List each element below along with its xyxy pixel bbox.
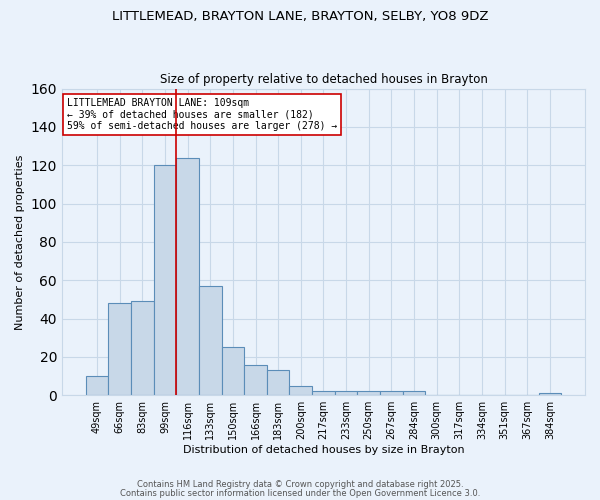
Text: Contains public sector information licensed under the Open Government Licence 3.: Contains public sector information licen… — [120, 488, 480, 498]
Bar — [358, 392, 380, 395]
Bar — [244, 364, 267, 395]
Text: Contains HM Land Registry data © Crown copyright and database right 2025.: Contains HM Land Registry data © Crown c… — [137, 480, 463, 489]
Bar — [380, 392, 403, 395]
Title: Size of property relative to detached houses in Brayton: Size of property relative to detached ho… — [160, 73, 487, 86]
Bar — [539, 394, 561, 395]
Bar — [176, 158, 199, 395]
Bar — [335, 392, 358, 395]
Bar — [289, 386, 312, 395]
Bar — [403, 392, 425, 395]
Bar — [86, 376, 109, 395]
Bar — [312, 392, 335, 395]
X-axis label: Distribution of detached houses by size in Brayton: Distribution of detached houses by size … — [182, 445, 464, 455]
Bar — [154, 165, 176, 395]
Y-axis label: Number of detached properties: Number of detached properties — [15, 154, 25, 330]
Bar — [131, 302, 154, 395]
Bar — [267, 370, 289, 395]
Bar — [199, 286, 221, 395]
Text: LITTLEMEAD, BRAYTON LANE, BRAYTON, SELBY, YO8 9DZ: LITTLEMEAD, BRAYTON LANE, BRAYTON, SELBY… — [112, 10, 488, 23]
Bar — [109, 303, 131, 395]
Bar — [221, 348, 244, 395]
Text: LITTLEMEAD BRAYTON LANE: 109sqm
← 39% of detached houses are smaller (182)
59% o: LITTLEMEAD BRAYTON LANE: 109sqm ← 39% of… — [67, 98, 337, 131]
